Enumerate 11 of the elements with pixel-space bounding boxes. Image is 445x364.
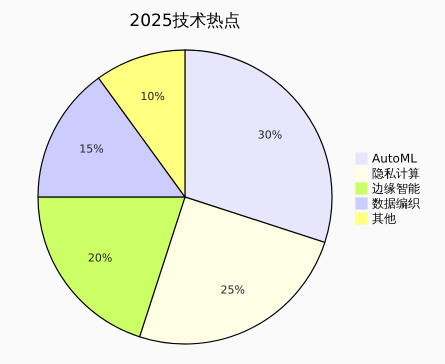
data-label: 20%	[88, 252, 112, 265]
chart-title: 2025技术热点	[129, 11, 241, 31]
data-label: 25%	[220, 284, 245, 297]
data-label: 10%	[140, 90, 165, 104]
legend-label: 其他	[372, 212, 396, 226]
legend-label: 隐私计算	[372, 166, 420, 180]
legend-label: 边缘智能	[372, 182, 420, 196]
data-label: 30%	[258, 128, 282, 142]
data-label: 15%	[79, 142, 104, 156]
legend-label: AutoML	[372, 152, 418, 166]
legend-label: 数据编织	[372, 196, 420, 210]
